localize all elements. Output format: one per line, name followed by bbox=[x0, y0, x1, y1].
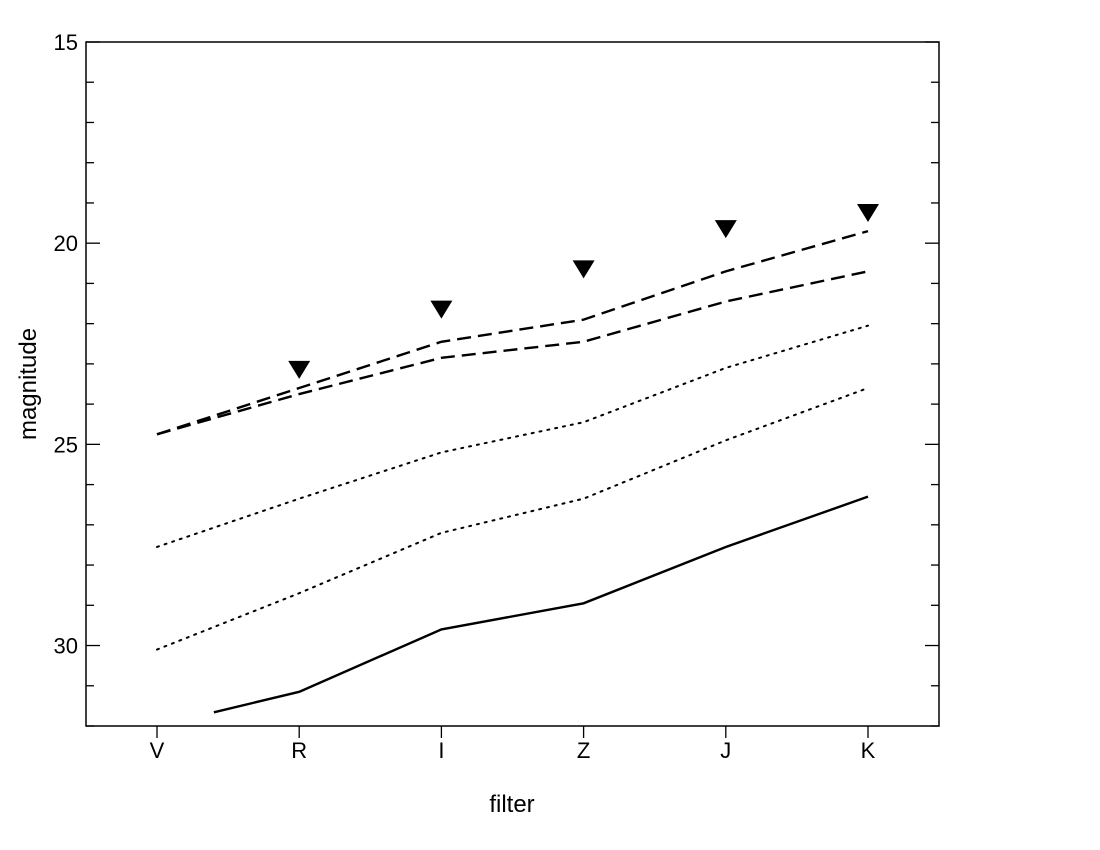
y-axis-title: magnitude bbox=[15, 328, 42, 440]
series-line-5-solid bbox=[213, 495, 869, 714]
x-tick-label-K: K bbox=[861, 738, 876, 763]
marker-layer bbox=[288, 204, 879, 379]
series-line-4-dotted bbox=[156, 387, 869, 651]
x-tick-label-R: R bbox=[291, 738, 307, 763]
upper-limit-marker-K bbox=[857, 204, 879, 222]
tick-layer bbox=[86, 41, 939, 738]
plot-frame bbox=[85, 41, 940, 727]
upper-limit-marker-J bbox=[714, 220, 737, 239]
label-layer: 15 20 25 30 V R I Z J K bbox=[54, 30, 876, 763]
series-line-1-dashed bbox=[156, 229, 869, 436]
series-line-2-dashed bbox=[156, 270, 869, 436]
x-tick-label-I: I bbox=[438, 738, 444, 763]
series-line-3-dotted bbox=[156, 324, 869, 548]
x-tick-label-Z: Z bbox=[577, 738, 590, 763]
y-tick-label-30: 30 bbox=[54, 634, 78, 659]
y-tick-label-25: 25 bbox=[54, 432, 78, 457]
y-tick-label-20: 20 bbox=[54, 231, 78, 256]
upper-limit-marker-Z bbox=[572, 260, 595, 279]
series-layer bbox=[156, 229, 869, 714]
y-tick-label-15: 15 bbox=[54, 30, 78, 55]
x-tick-label-J: J bbox=[720, 738, 731, 763]
upper-limit-marker-R bbox=[288, 360, 311, 379]
upper-limit-marker-I bbox=[430, 300, 453, 319]
x-axis-title: filter bbox=[489, 791, 534, 818]
x-tick-label-V: V bbox=[150, 738, 165, 763]
